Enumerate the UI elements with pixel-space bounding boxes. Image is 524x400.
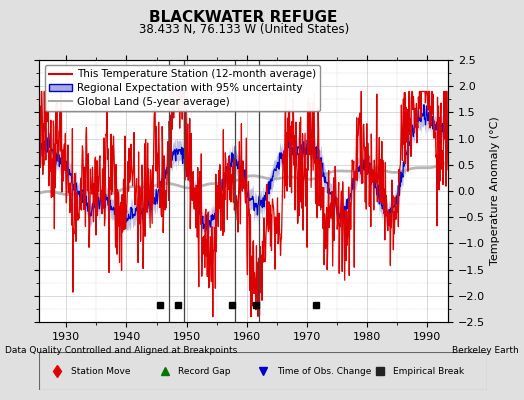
Text: Empirical Break: Empirical Break bbox=[393, 366, 464, 376]
Legend: This Temperature Station (12-month average), Regional Expectation with 95% uncer: This Temperature Station (12-month avera… bbox=[45, 65, 320, 111]
Text: Data Quality Controlled and Aligned at Breakpoints: Data Quality Controlled and Aligned at B… bbox=[5, 346, 237, 355]
Y-axis label: Temperature Anomaly (°C): Temperature Anomaly (°C) bbox=[490, 117, 500, 265]
Text: Station Move: Station Move bbox=[71, 366, 130, 376]
Text: 38.433 N, 76.133 W (United States): 38.433 N, 76.133 W (United States) bbox=[138, 23, 349, 36]
Text: Record Gap: Record Gap bbox=[178, 366, 231, 376]
Text: BLACKWATER REFUGE: BLACKWATER REFUGE bbox=[149, 10, 338, 25]
Text: Time of Obs. Change: Time of Obs. Change bbox=[277, 366, 371, 376]
Text: Berkeley Earth: Berkeley Earth bbox=[452, 346, 519, 355]
